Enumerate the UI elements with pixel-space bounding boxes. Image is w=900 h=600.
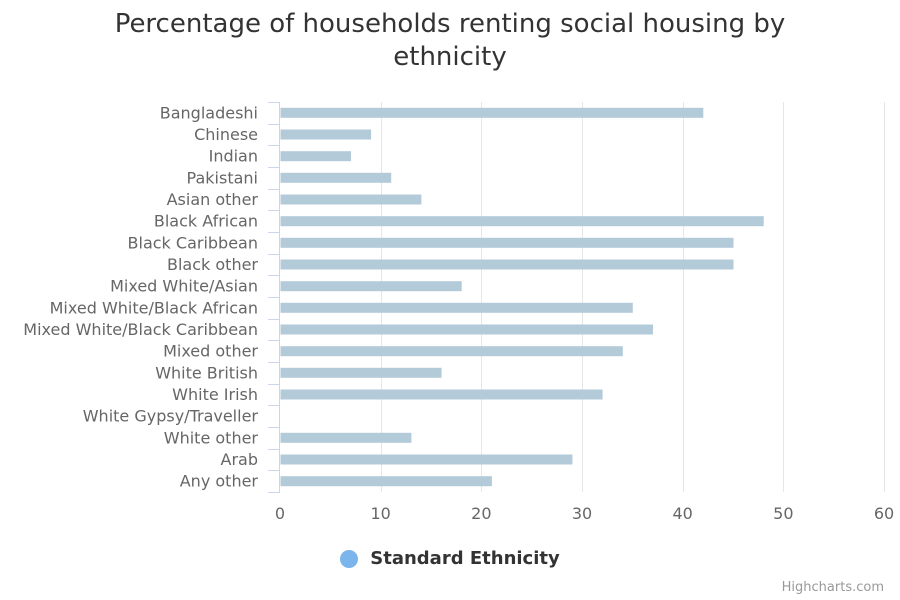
category-label: Bangladeshi bbox=[160, 103, 258, 122]
legend-item-standard-ethnicity[interactable]: Standard Ethnicity bbox=[340, 548, 560, 569]
bar[interactable] bbox=[280, 259, 734, 270]
bar[interactable] bbox=[280, 281, 462, 292]
x-tick-label: 60 bbox=[874, 504, 894, 523]
credits-link[interactable]: Highcharts.com bbox=[781, 580, 884, 595]
bar[interactable] bbox=[280, 367, 442, 378]
category-label: Pakistani bbox=[187, 168, 258, 187]
category-label: Mixed White/Black Caribbean bbox=[23, 320, 258, 339]
category-label: Any other bbox=[180, 472, 259, 491]
category-label: Arab bbox=[221, 450, 258, 469]
x-tick-label: 30 bbox=[572, 504, 592, 523]
category-label: White Irish bbox=[172, 385, 258, 404]
category-label: Mixed White/Asian bbox=[110, 277, 258, 296]
category-label: Black African bbox=[154, 212, 258, 231]
bar[interactable] bbox=[280, 346, 623, 357]
x-tick-label: 10 bbox=[370, 504, 390, 523]
category-label: Black other bbox=[167, 255, 258, 274]
bar[interactable] bbox=[280, 172, 392, 183]
bar[interactable] bbox=[280, 216, 764, 227]
bar[interactable] bbox=[280, 129, 372, 140]
legend-dot-icon bbox=[340, 549, 359, 568]
legend: Standard Ethnicity bbox=[0, 548, 900, 569]
bar[interactable] bbox=[280, 107, 704, 118]
bar[interactable] bbox=[280, 389, 603, 400]
legend-label: Standard Ethnicity bbox=[370, 548, 560, 569]
bar[interactable] bbox=[280, 476, 492, 487]
category-label: Mixed other bbox=[163, 342, 258, 361]
category-label: White British bbox=[155, 363, 258, 382]
bar[interactable] bbox=[280, 454, 573, 465]
bar[interactable] bbox=[280, 324, 654, 335]
category-label: Asian other bbox=[167, 190, 259, 209]
category-label: Indian bbox=[209, 147, 258, 166]
category-label: Black Caribbean bbox=[128, 233, 258, 252]
bar[interactable] bbox=[280, 151, 352, 162]
chart-title-line-2: ethnicity bbox=[393, 42, 507, 72]
category-label: White other bbox=[164, 428, 259, 447]
category-label: Chinese bbox=[194, 125, 258, 144]
category-label: White Gypsy/Traveller bbox=[83, 407, 259, 426]
chart-title: Percentage of households renting social … bbox=[0, 8, 900, 74]
x-tick-label: 50 bbox=[773, 504, 793, 523]
bar[interactable] bbox=[280, 194, 422, 205]
category-label: Mixed White/Black African bbox=[50, 298, 258, 317]
x-tick-label: 40 bbox=[672, 504, 692, 523]
bar[interactable] bbox=[280, 432, 412, 443]
chart-title-line-1: Percentage of households renting social … bbox=[114, 9, 786, 39]
x-tick-label: 20 bbox=[471, 504, 491, 523]
x-tick-label: 0 bbox=[275, 504, 285, 523]
bar[interactable] bbox=[280, 237, 734, 248]
bar[interactable] bbox=[280, 302, 633, 313]
